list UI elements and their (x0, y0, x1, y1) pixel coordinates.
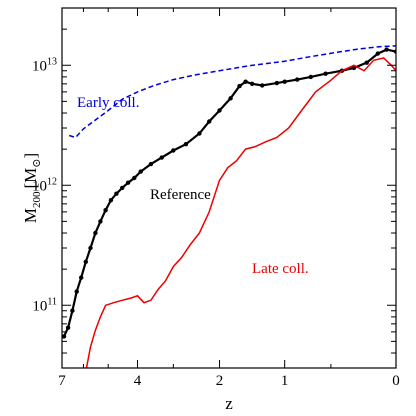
data-point-reference (88, 245, 93, 251)
data-point-reference (364, 60, 369, 65)
data-point-reference (228, 96, 233, 101)
data-point-reference (125, 180, 131, 185)
x-tick-label: 4 (134, 373, 142, 389)
y-tick-label: 1011 (32, 296, 57, 314)
data-point-reference (183, 142, 189, 147)
data-point-reference (323, 71, 328, 76)
y-axis-label-unit-open: [M (21, 168, 40, 189)
x-tick-label: 2 (216, 373, 224, 389)
y-axis-label-sub: 200 (31, 191, 43, 208)
data-point-reference (70, 308, 75, 313)
data-point-reference (62, 334, 67, 339)
data-point-reference (83, 259, 89, 264)
data-point-reference (260, 83, 265, 88)
data-point-reference (295, 77, 300, 82)
data-point-reference (384, 47, 389, 52)
annotation-early-coll: Early coll. (77, 95, 139, 111)
data-point-reference (93, 230, 98, 236)
y-axis-label-unit-close: ] (21, 153, 40, 159)
y-tick-label-exp: 12 (47, 176, 57, 187)
data-point-reference (274, 80, 279, 86)
y-tick-label: 1012 (32, 176, 57, 194)
data-point-reference (171, 148, 176, 153)
series-line-reference (63, 48, 396, 337)
annotation-late-coll: Late coll. (252, 261, 309, 277)
data-point-reference (98, 219, 103, 224)
data-point-reference (207, 119, 212, 124)
data-point-reference (351, 65, 357, 71)
y-axis-label: M200 [M⊙] (21, 153, 43, 223)
data-point-reference (138, 169, 143, 174)
y-tick-label-base: 10 (32, 58, 47, 74)
data-point-reference (249, 81, 255, 87)
data-point-reference (308, 74, 313, 80)
plot-frame (61, 7, 397, 369)
y-axis-label-main: M (21, 208, 40, 223)
x-tick-label: 7 (58, 373, 66, 389)
annotation-reference: Reference (150, 187, 211, 203)
data-point-reference (217, 108, 222, 113)
y-axis-label-unit-sub: ⊙ (31, 159, 43, 168)
data-point-reference (108, 198, 114, 203)
x-axis-label: z (225, 394, 233, 413)
data-point-reference (148, 161, 154, 167)
data-point-reference (243, 79, 248, 84)
data-point-reference (237, 83, 242, 89)
data-point-reference (375, 51, 380, 56)
data-point-reference (74, 289, 79, 294)
data-point-reference (197, 131, 202, 136)
data-point-reference (65, 325, 71, 330)
y-tick-label-exp: 11 (47, 296, 57, 307)
data-point-reference (282, 79, 287, 84)
data-point-reference (120, 185, 125, 191)
y-tick-label: 1013 (32, 56, 57, 74)
data-point-reference (132, 175, 137, 181)
data-point-reference (159, 155, 164, 160)
data-point-reference (103, 208, 108, 213)
x-tick-label: 0 (392, 373, 400, 389)
y-tick-label-base: 10 (32, 178, 47, 194)
series-line-late-coll (85, 57, 396, 368)
x-tick-label: 1 (281, 373, 289, 389)
series-line-early-coll (68, 45, 396, 139)
y-tick-label-exp: 13 (47, 56, 57, 67)
data-point-reference (79, 275, 84, 280)
series-layer (62, 45, 396, 368)
data-point-reference (114, 191, 119, 196)
y-tick-label-base: 10 (32, 298, 47, 314)
